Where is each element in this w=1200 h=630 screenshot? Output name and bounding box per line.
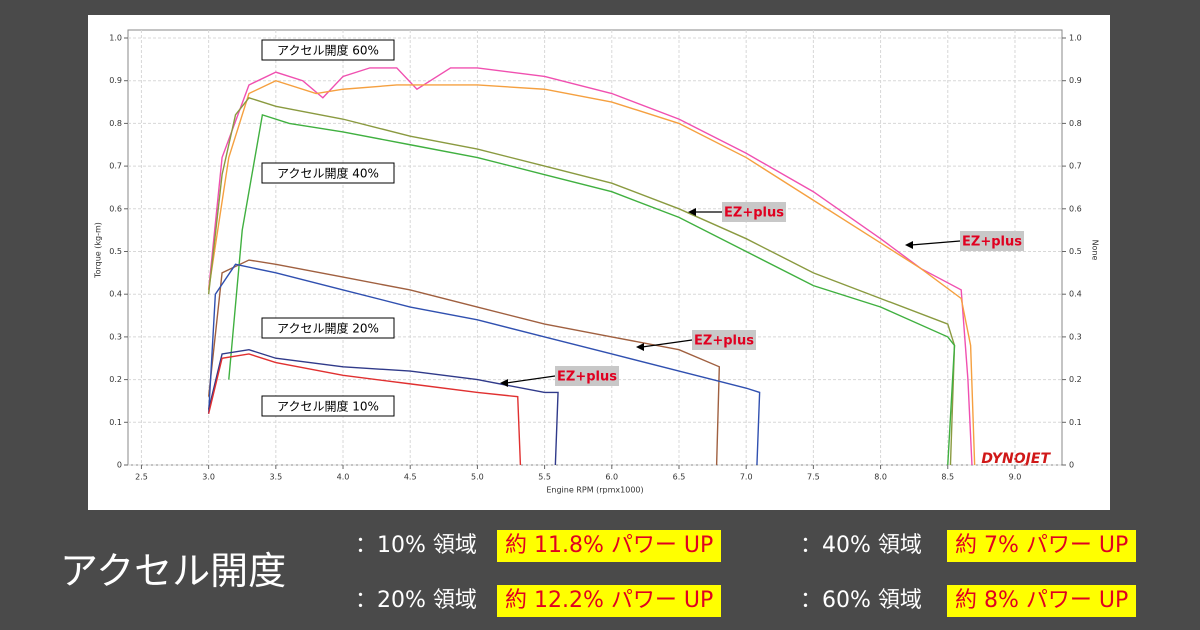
torque-line (207, 259, 721, 466)
y2-tick-label: 0.3 (1069, 332, 1082, 341)
annotation: アクセル開度 10% (277, 399, 379, 414)
y2-tick-label: 0.4 (1069, 290, 1082, 299)
arrow-head (905, 241, 913, 249)
annotation: アクセル開度 20% (277, 321, 379, 336)
x-tick-label: 8.5 (941, 473, 954, 482)
x-axis-label: Engine RPM (rpmx1000) (546, 486, 643, 495)
chart: Engine RPM (rpmx1000) Torque (kg-m) None… (88, 15, 1110, 510)
y2-tick-label: 0.5 (1069, 247, 1082, 256)
y-tick-label: 0.9 (109, 76, 122, 85)
annotation-arrow (910, 240, 961, 246)
annotation-box (722, 202, 786, 222)
y-tick-label: 0.1 (109, 418, 122, 427)
y-tick-label: 0.4 (109, 290, 122, 299)
logo: DYNOJET (981, 451, 1051, 467)
x-tick-label: 7.5 (807, 473, 820, 482)
annotation: アクセル開度 40% (277, 166, 379, 181)
y-tick-label: 0.5 (109, 247, 122, 256)
x-tick-label: 3.0 (202, 473, 215, 482)
arrow-head (500, 379, 508, 387)
y-tick-label: 0.8 (109, 119, 122, 128)
y2-tick-label: 0.6 (1069, 204, 1082, 213)
plot-area (127, 29, 1063, 466)
annotation-box (960, 231, 1024, 251)
y2-tick-label: 0.2 (1069, 375, 1082, 384)
x-tick-label: 8.0 (874, 473, 887, 482)
x-tick-label: 6.0 (605, 473, 618, 482)
summary-label: ：40% 領域 (800, 533, 922, 558)
y2-axis-label: None (1091, 240, 1100, 261)
annotation-box (261, 39, 395, 61)
arrow-head (688, 208, 696, 216)
torque-line (207, 96, 956, 466)
torque-line (207, 353, 522, 466)
summary-label: ：60% 領域 (800, 588, 922, 613)
annotation: EZ+plus (962, 235, 1022, 250)
y-tick-label: 0.6 (109, 204, 122, 213)
y2-tick-label: 0.9 (1069, 76, 1082, 85)
y2-tick-label: 0.1 (1069, 418, 1082, 427)
summary-value: 約 8% パワー UP (947, 585, 1137, 617)
annotation: EZ+plus (694, 334, 754, 349)
y2-tick-label: 0.8 (1069, 119, 1082, 128)
y2-tick-label: 0 (1069, 461, 1074, 470)
annotation-arrow (505, 375, 556, 384)
y-tick-label: 1.0 (109, 34, 122, 43)
torque-line (207, 263, 761, 466)
summary-value: 約 11.8% パワー UP (497, 530, 722, 562)
torque-line (207, 79, 976, 466)
y2-tick-label: 1.0 (1069, 34, 1082, 43)
y-tick-label: 0.2 (109, 375, 122, 384)
summary-title: アクセル開度 (60, 549, 287, 593)
torque-line (228, 113, 956, 466)
annotation-box (261, 395, 395, 417)
x-tick-label: 7.0 (740, 473, 753, 482)
y-tick-label: 0.3 (109, 332, 122, 341)
annotation: アクセル開度 60% (277, 43, 379, 58)
x-tick-label: 9.0 (1009, 473, 1022, 482)
y-tick-label: 0.7 (109, 162, 122, 171)
y2-tick-label: 0.7 (1069, 162, 1082, 171)
torque-line (207, 67, 973, 466)
annotation-box (692, 330, 756, 350)
summary-value: 約 7% パワー UP (947, 530, 1137, 562)
annotation-arrow (641, 339, 693, 348)
annotation-box (261, 317, 395, 339)
summary-label: ：10% 領域 (355, 533, 477, 558)
arrow-head (636, 343, 644, 351)
x-tick-label: 5.0 (471, 473, 484, 482)
summary-value: 約 12.2% パワー UP (497, 585, 722, 617)
x-tick-label: 2.5 (135, 473, 148, 482)
x-tick-label: 6.5 (673, 473, 686, 482)
y-axis-label: Torque (kg-m) (94, 222, 103, 279)
annotation-box (261, 162, 395, 184)
y-tick-label: 0 (117, 461, 122, 470)
x-tick-label: 3.5 (269, 473, 282, 482)
annotation: EZ+plus (557, 370, 617, 385)
x-tick-label: 5.5 (538, 473, 551, 482)
annotation-box (555, 366, 619, 386)
x-tick-label: 4.5 (404, 473, 417, 482)
torque-line (207, 348, 559, 466)
summary-label: ：20% 領域 (355, 588, 477, 613)
annotation: EZ+plus (724, 206, 784, 221)
x-tick-label: 4.0 (337, 473, 350, 482)
